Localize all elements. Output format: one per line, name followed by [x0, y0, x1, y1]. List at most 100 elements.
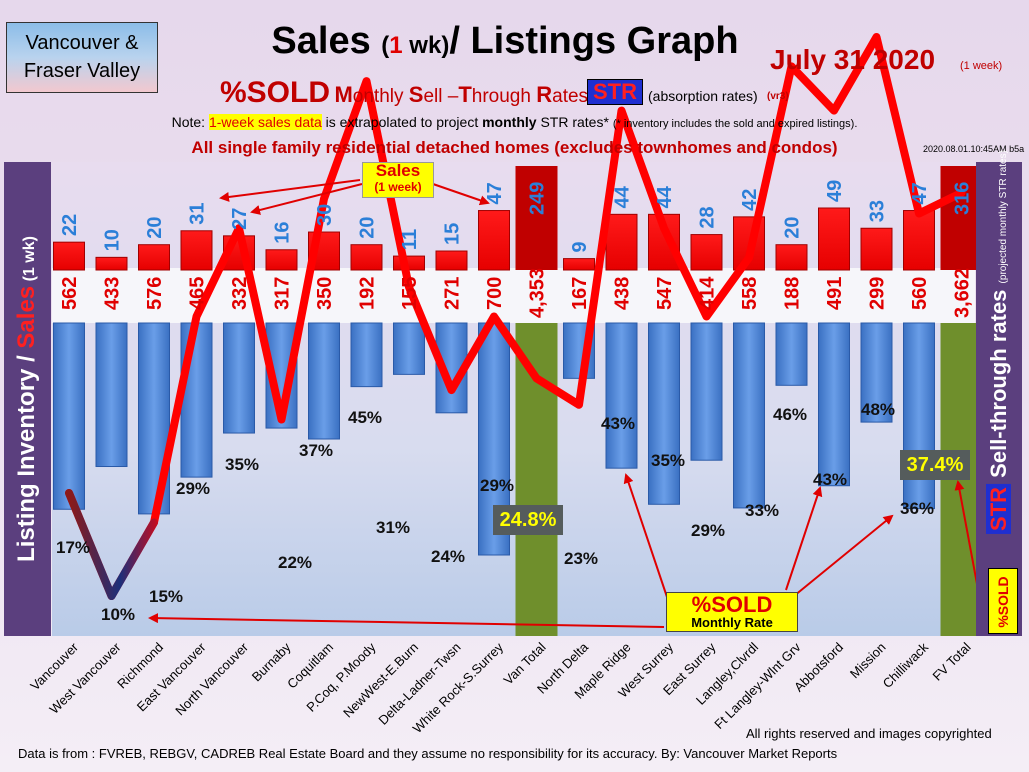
- inventory-value-label: 491: [824, 277, 846, 310]
- pct-value-label: 29%: [176, 479, 210, 498]
- pct-value-label: 45%: [348, 408, 382, 427]
- sales-value-label: 20: [782, 216, 804, 238]
- total-sales-bar: [940, 166, 983, 270]
- str-line: [65, 33, 966, 600]
- note-mid: is extrapolated to project: [321, 114, 483, 130]
- sales-bar: [818, 207, 850, 271]
- inventory-bar: [690, 322, 723, 461]
- inventory-bar: [308, 322, 340, 440]
- left-axis-band: [4, 162, 51, 636]
- inventory-value-label: 700: [484, 277, 506, 310]
- title-listings-graph: / Listings Graph: [449, 20, 739, 62]
- subtitle-s: S: [408, 82, 424, 107]
- inventory-bar: [350, 322, 383, 388]
- inventory-bar: [860, 322, 893, 423]
- sales-bar: [860, 227, 893, 271]
- fv-total-str-box: 37.4%: [900, 450, 970, 480]
- title-sales: Sales: [271, 20, 382, 62]
- total-inventory-bar: [515, 323, 558, 636]
- sales-value-label: 20: [357, 216, 379, 238]
- title-one: 1: [389, 32, 403, 59]
- left-axis-slash: /: [13, 348, 40, 362]
- sales-value-label: 11: [399, 229, 421, 250]
- right-sold-badge: %SOLD: [988, 568, 1018, 634]
- inventory-bar: [648, 322, 680, 505]
- left-axis-sales: Sales: [13, 285, 40, 349]
- inventory-bar: [223, 322, 255, 434]
- inventory-value-label: 465: [187, 277, 209, 310]
- pct-value-label: 10%: [101, 605, 135, 624]
- left-axis-inventory: Listing Inventory: [13, 361, 40, 562]
- inventory-value-label: 155: [399, 277, 421, 310]
- inventory-bar: [903, 322, 935, 510]
- callout-arrow: [432, 183, 490, 206]
- version-note: (vr3): [767, 91, 789, 102]
- category-label: Mission: [847, 640, 889, 682]
- sales-bar: [435, 250, 468, 271]
- sales-bar: [180, 230, 213, 271]
- pct-value-label: 35%: [651, 451, 685, 470]
- pct-value-label: 23%: [564, 549, 598, 568]
- sales-value-label: 47: [484, 182, 506, 204]
- sales-bar: [138, 244, 170, 271]
- pct-value-label: 15%: [149, 587, 183, 606]
- title-wk: wk): [402, 32, 450, 59]
- sales-value-label: 22: [59, 214, 81, 236]
- note-line: Note: 1-week sales data is extrapolated …: [0, 114, 1029, 130]
- category-label: North Vancouver: [172, 639, 251, 718]
- pct-value-label: 33%: [745, 501, 779, 520]
- category-label: NewWest-E.Burn: [340, 640, 421, 721]
- inventory-value-label: 317: [272, 277, 294, 310]
- subtitle-t: T: [458, 82, 472, 107]
- title-paren-open: (: [381, 32, 390, 59]
- inventory-value-label: 558: [739, 277, 761, 310]
- pct-value-label: 46%: [773, 405, 807, 424]
- note-prefix: Note:: [171, 114, 209, 130]
- report-date-note: (1 week): [960, 60, 1003, 72]
- sales-value-label: 44: [654, 185, 676, 208]
- category-label: FV Total: [929, 639, 973, 683]
- sales-bar: [563, 258, 595, 271]
- pct-value-label: 36%: [900, 499, 934, 518]
- total-sales-bar: [515, 166, 558, 270]
- inventory-value-label: 299: [867, 277, 889, 310]
- region-line-2: Fraser Valley: [23, 60, 141, 82]
- note-bold: monthly: [482, 114, 537, 130]
- pct-value-label: 22%: [278, 553, 312, 572]
- inventory-value-label: 560: [909, 277, 931, 310]
- subtitle-ell: ell –: [423, 86, 459, 107]
- pct-value-label: 43%: [601, 414, 635, 433]
- str-line-start: [65, 489, 158, 600]
- inventory-bar: [775, 322, 808, 386]
- van-total-str-box: 24.8%: [493, 505, 563, 535]
- sales-value-label: 20: [144, 216, 166, 238]
- sales-value-label: 9: [569, 241, 591, 252]
- absorption-note: (absorption rates): [648, 88, 758, 104]
- rights-note: All rights reserved and images copyright…: [746, 726, 992, 741]
- category-label: Chilliwack: [880, 639, 932, 691]
- sales-bar: [53, 241, 85, 271]
- subtitle-onthly: onthly: [352, 86, 409, 107]
- sales-value-label: 30: [314, 204, 336, 226]
- sales-bar: [605, 213, 638, 271]
- timestamp: 2020.08.01.10:45AM b5a: [923, 144, 1025, 154]
- sales-value-label: 15: [442, 223, 464, 245]
- inventory-value-label: 414: [697, 276, 719, 310]
- sales-value-label: 49: [824, 180, 846, 202]
- inventory-value-label: 4,353: [527, 268, 549, 318]
- callout-arrow: [785, 486, 823, 591]
- callout-arrow: [148, 613, 665, 628]
- sold-callout-sub: Monthly Rate: [691, 615, 773, 630]
- inventory-bar: [393, 322, 425, 375]
- right-axis-label: STR Sell-through rates (projected monthl…: [986, 150, 1012, 534]
- inventory-bar: [818, 322, 850, 487]
- inventory-value-label: 562: [59, 277, 81, 310]
- pct-value-label: 29%: [691, 521, 725, 540]
- callout-arrow: [623, 473, 669, 601]
- pct-value-label: 48%: [861, 400, 895, 419]
- sales-bar: [265, 249, 298, 271]
- sales-bar: [775, 244, 808, 271]
- str-badge: STR: [587, 79, 643, 105]
